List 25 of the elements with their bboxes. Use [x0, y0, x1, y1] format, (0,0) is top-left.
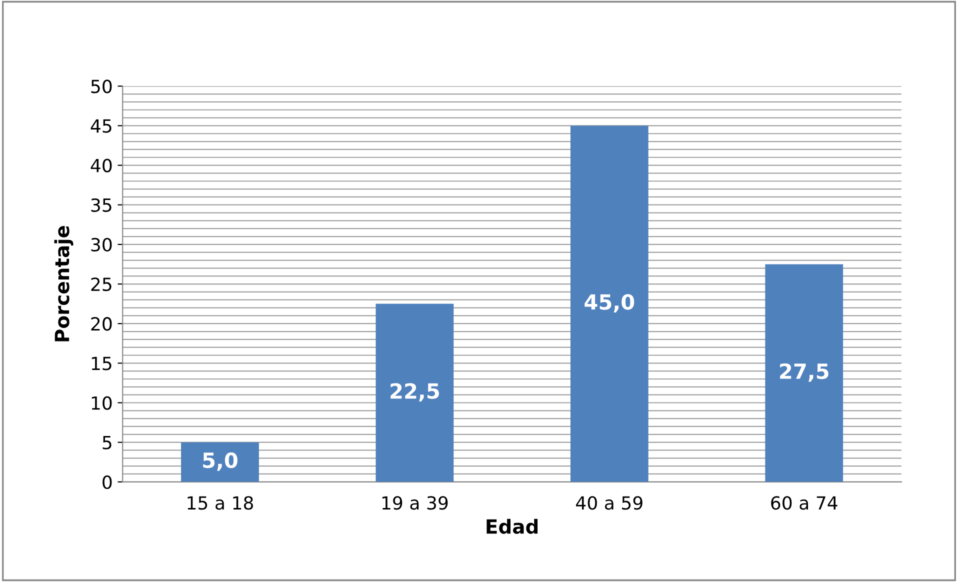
y-tick-label: 40 [90, 158, 112, 172]
data-label: 22,5 [390, 383, 439, 402]
bar [376, 304, 454, 482]
y-tick-label: 50 [91, 80, 112, 94]
x-tick-label: 19 a 39 [382, 496, 448, 510]
bar [765, 264, 844, 482]
y-tick-label: 45 [90, 119, 112, 133]
y-tick-label: 35 [91, 198, 112, 212]
y-tick-label: 5 [102, 436, 112, 450]
x-tick-label: 60 a 74 [771, 496, 838, 510]
data-label: 27,5 [780, 363, 828, 382]
bar [181, 442, 259, 482]
y-tick-label: 10 [92, 396, 112, 410]
y-tick-label: 25 [91, 277, 112, 292]
data-label: 45,0 [584, 294, 634, 313]
y-tick-label: 0 [102, 475, 112, 490]
x-axis-title: Edad [486, 518, 538, 534]
data-label: 5,0 [203, 452, 238, 471]
y-tick-label: 30 [91, 238, 112, 252]
y-tick-label: 15 [92, 356, 112, 370]
bar [570, 126, 648, 482]
x-tick-label: 40 a 59 [576, 496, 642, 510]
y-axis-title: Porcentaje [54, 226, 74, 342]
y-tick-label: 20 [91, 317, 112, 331]
x-tick-label: 15 a 18 [188, 496, 253, 510]
